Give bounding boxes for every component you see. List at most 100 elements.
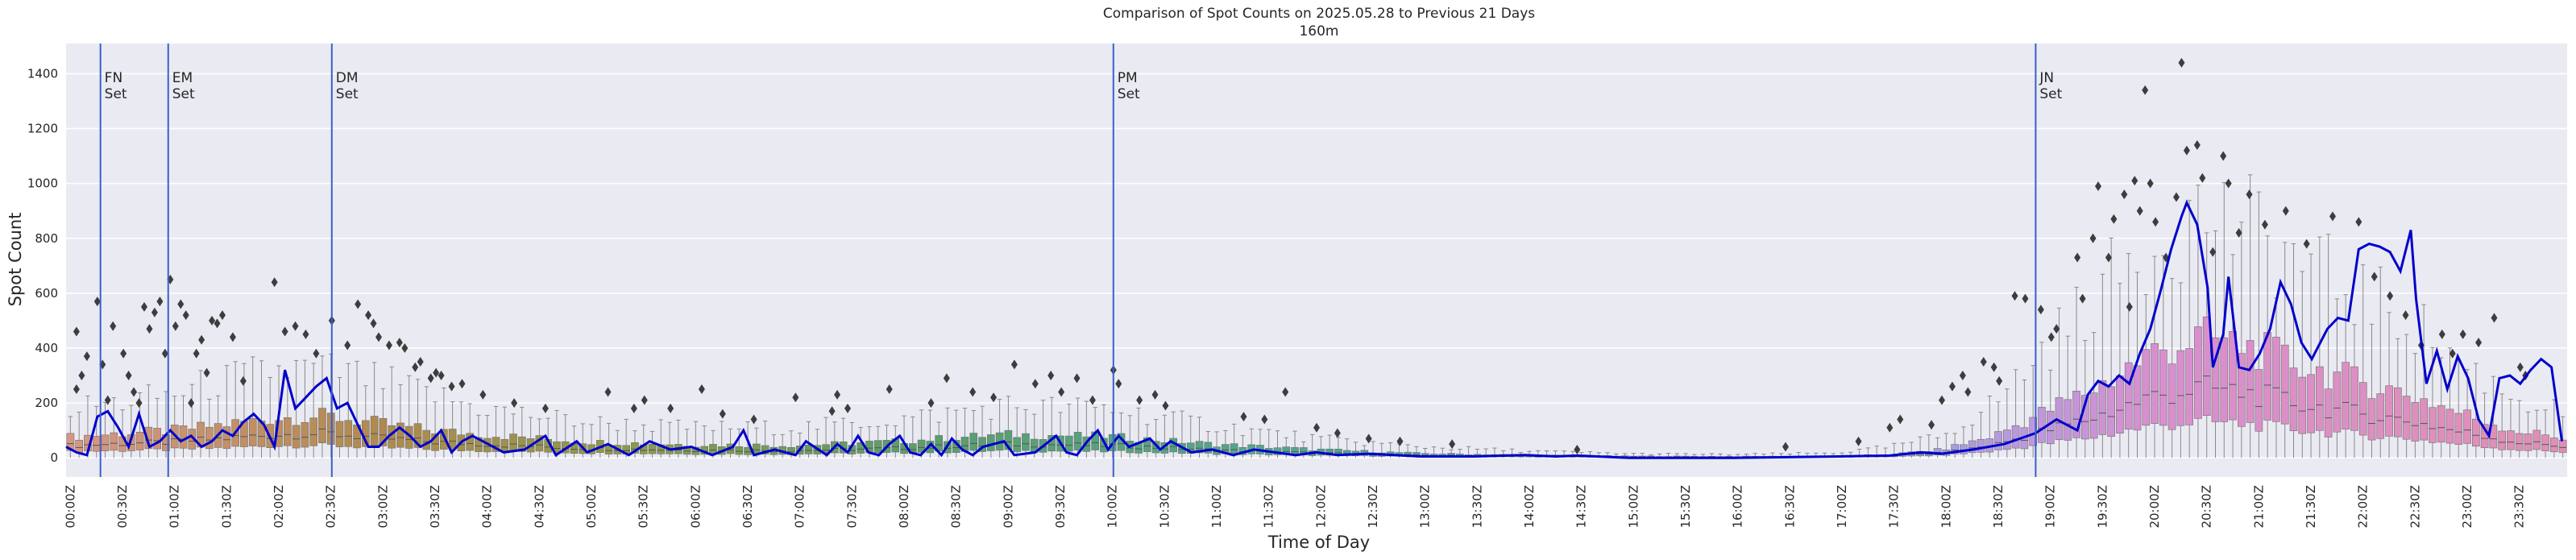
outlier-point (2136, 205, 2143, 216)
outlier-point (1449, 439, 1456, 450)
box (2541, 434, 2549, 451)
box (2402, 396, 2411, 440)
outlier-point (2303, 239, 2310, 249)
outlier-point (2459, 329, 2466, 339)
outlier-point (1996, 375, 2003, 386)
outlier-point (2047, 332, 2055, 342)
x-tick-label: 12:30Z (1366, 485, 1380, 529)
x-tick-label: 18:30Z (1991, 485, 2006, 529)
box (1143, 437, 1151, 452)
plot-area (66, 44, 2567, 477)
outlier-point (1980, 356, 1987, 367)
box (2159, 349, 2167, 426)
box (2194, 326, 2202, 419)
outlier-point (219, 310, 226, 321)
outlier-point (2449, 348, 2456, 359)
box (2185, 348, 2193, 425)
x-tick-label: 03:30Z (428, 485, 442, 529)
box (2316, 366, 2324, 431)
outlier-point (479, 389, 487, 400)
box (2133, 365, 2142, 431)
x-tick-label: 00:00Z (63, 485, 77, 529)
outlier-point (198, 334, 205, 345)
box (466, 433, 474, 451)
outlier-point (2126, 301, 2133, 312)
event-label: JN (2039, 70, 2054, 86)
outlier-point (2193, 139, 2201, 150)
box (2089, 392, 2098, 439)
outlier-point (156, 297, 164, 307)
box (2046, 410, 2055, 445)
x-tick-label: 18:00Z (1939, 485, 1953, 529)
y-tick-label: 600 (35, 286, 58, 301)
outlier-point (73, 326, 80, 337)
outlier-point (2011, 291, 2018, 301)
x-tick-label: 10:30Z (1157, 485, 1172, 529)
box (2064, 399, 2072, 441)
box (413, 423, 422, 448)
x-axis-ticks: 00:00Z 00:30Z 01:00Z 01:30Z 02:00Z 02:30Z 03:0… (63, 485, 2526, 529)
outlier-point (141, 301, 147, 312)
box (2255, 369, 2263, 432)
x-tick-label: 08:00Z (897, 485, 911, 529)
outlier-point (2387, 291, 2394, 301)
outlier-point (1162, 400, 1169, 411)
outlier-point (2475, 338, 2483, 348)
x-tick-label: 11:30Z (1262, 485, 1276, 529)
outlier-point (2235, 227, 2242, 238)
outlier-point (719, 409, 726, 419)
outlier-point (2110, 214, 2118, 224)
event-label: DM (336, 70, 359, 86)
outlier-point (73, 384, 80, 395)
outlier-point (370, 318, 377, 329)
box (370, 416, 379, 446)
box (2367, 398, 2376, 441)
box (969, 433, 978, 451)
outlier-point (1886, 422, 1894, 433)
outlier-point (412, 362, 419, 372)
box (2176, 350, 2185, 426)
outlier-point (135, 398, 143, 409)
box (2358, 382, 2367, 436)
box (1100, 438, 1108, 453)
box (2515, 433, 2524, 451)
box (101, 434, 110, 451)
outlier-point (365, 310, 372, 321)
box (2376, 393, 2385, 439)
outlier-point (969, 387, 977, 397)
outlier-point (2246, 189, 2253, 200)
outlier-point (177, 299, 185, 309)
chart-subtitle: 160m (1299, 23, 1338, 39)
x-tick-label: 21:30Z (2304, 485, 2318, 529)
outlier-point (281, 326, 288, 337)
x-tick-label: 05:30Z (637, 485, 651, 529)
event-label-sub: Set (105, 86, 127, 102)
box (2272, 337, 2280, 422)
box (987, 434, 995, 451)
box (2472, 418, 2480, 447)
outlier-point (427, 373, 434, 384)
box (1968, 440, 1977, 454)
box (1977, 438, 1985, 453)
box (2098, 380, 2107, 435)
box (1951, 444, 1959, 454)
event-label-sub: Set (336, 86, 359, 102)
box (2420, 398, 2428, 441)
box (1013, 437, 1021, 452)
outlier-point (193, 348, 200, 359)
outlier-point (990, 392, 998, 403)
y-tick-label: 800 (35, 231, 58, 246)
outlier-point (2079, 293, 2086, 304)
event-label-sub: Set (172, 86, 195, 102)
box (2011, 425, 2020, 449)
outlier-point (214, 318, 221, 329)
box (2211, 337, 2220, 422)
outlier-point (2199, 172, 2206, 183)
x-tick-label: 01:00Z (168, 485, 182, 529)
outlier-point (2074, 252, 2081, 263)
box (2394, 387, 2402, 438)
outlier-point (1574, 444, 1581, 454)
outlier-point (448, 381, 455, 392)
outlier-point (161, 348, 168, 359)
